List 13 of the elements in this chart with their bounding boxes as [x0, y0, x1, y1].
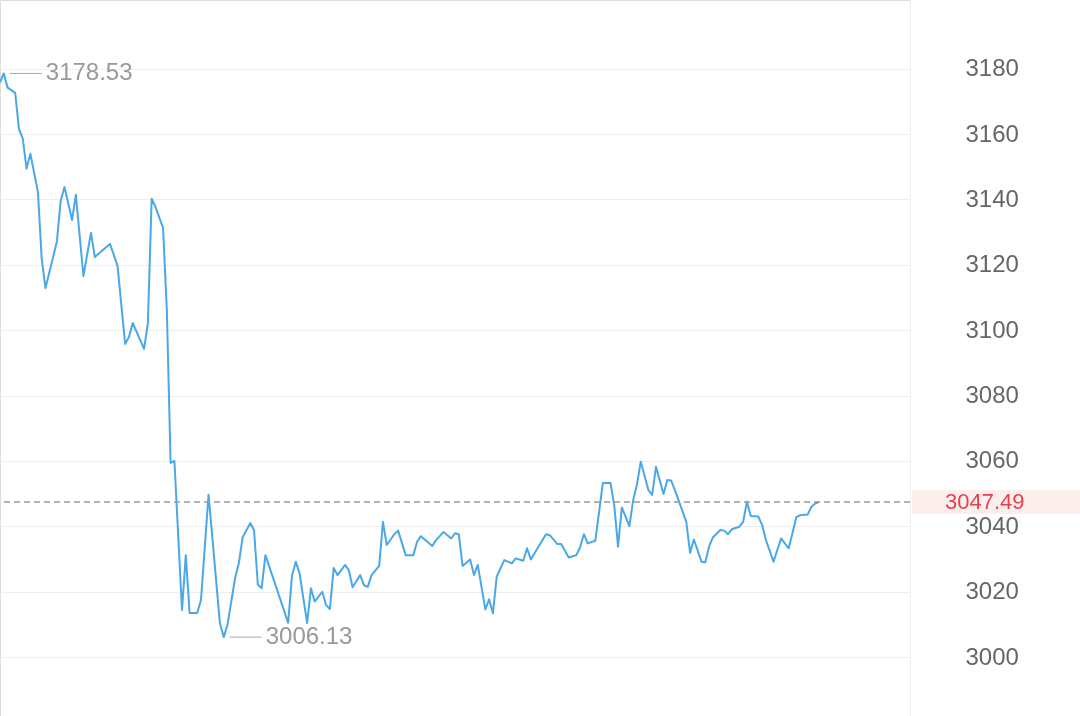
- y-tick-label: 3160: [965, 119, 1019, 147]
- y-tick-label: 3040: [965, 511, 1019, 539]
- annotation: 3178.53: [45, 58, 133, 86]
- annotation: 3006.13: [265, 622, 353, 650]
- y-tick-label: 3180: [965, 54, 1019, 82]
- y-tick-label: 3000: [965, 642, 1019, 670]
- y-tick-label: 3020: [965, 577, 1019, 605]
- y-tick-label: 3140: [965, 184, 1019, 212]
- y-tick-label: 3060: [965, 446, 1019, 474]
- y-tick-label: 3100: [965, 315, 1019, 343]
- y-tick-label: 3120: [965, 250, 1019, 278]
- ref-line-label: 3047.49: [945, 488, 1025, 514]
- y-tick-label: 3080: [965, 381, 1019, 409]
